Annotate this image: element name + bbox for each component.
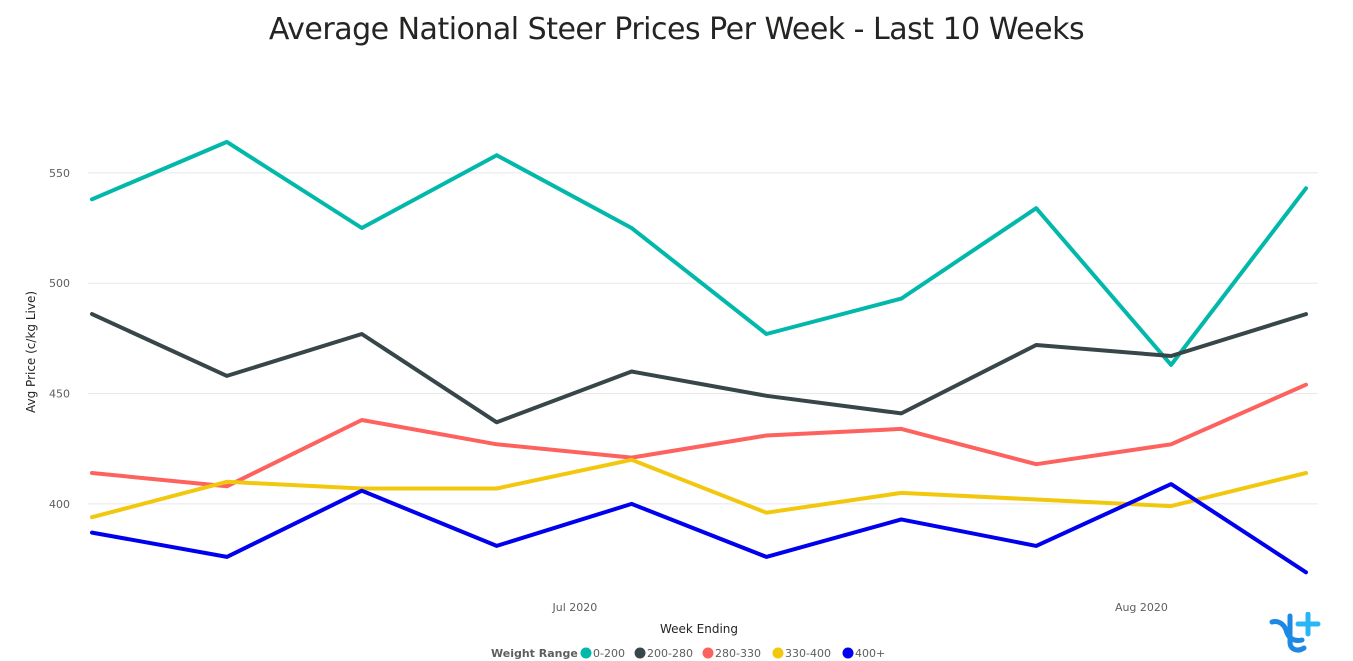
legend-label-200-280[interactable]: 200-280 (647, 647, 693, 660)
legend-label-330-400[interactable]: 330-400 (785, 647, 831, 660)
series-line-400+[interactable] (90, 482, 1308, 575)
legend[interactable]: Weight Range 0-200 200-280 280-330 330-400 4… (491, 647, 885, 660)
series-lines (90, 139, 1308, 575)
legend-label-280-330[interactable]: 280-330 (715, 647, 761, 660)
y-axis-ticks: 400 450 500 550 (49, 167, 70, 511)
legend-title: Weight Range (491, 647, 578, 660)
y-axis-title: Avg Price (c/kg Live) (24, 291, 38, 413)
y-tick-label: 500 (49, 277, 70, 290)
gridlines (88, 172, 1318, 505)
x-axis-ticks: Jul 2020 Aug 2020 (552, 601, 1168, 614)
x-tick-label: Jul 2020 (552, 601, 598, 614)
brand-logo-icon (1269, 612, 1321, 653)
legend-marker-330-400[interactable] (772, 647, 784, 659)
legend-label-400+[interactable]: 400+ (855, 647, 885, 660)
series-line-200-280[interactable] (90, 312, 1308, 425)
x-axis-title: Week Ending (660, 622, 738, 636)
legend-marker-200-280[interactable] (634, 647, 646, 659)
legend-label-0-200[interactable]: 0-200 (593, 647, 625, 660)
chart-title: Average National Steer Prices Per Week -… (268, 12, 1085, 47)
legend-marker-280-330[interactable] (702, 647, 714, 659)
series-line-0-200[interactable] (90, 139, 1308, 367)
y-tick-label: 400 (49, 498, 70, 511)
series-line-280-330[interactable] (90, 382, 1308, 489)
legend-marker-0-200[interactable] (580, 647, 592, 659)
legend-marker-400+[interactable] (842, 647, 854, 659)
y-tick-label: 450 (49, 388, 70, 401)
x-tick-label: Aug 2020 (1115, 601, 1168, 614)
y-tick-label: 550 (49, 167, 70, 180)
series-line-330-400[interactable] (90, 457, 1308, 520)
